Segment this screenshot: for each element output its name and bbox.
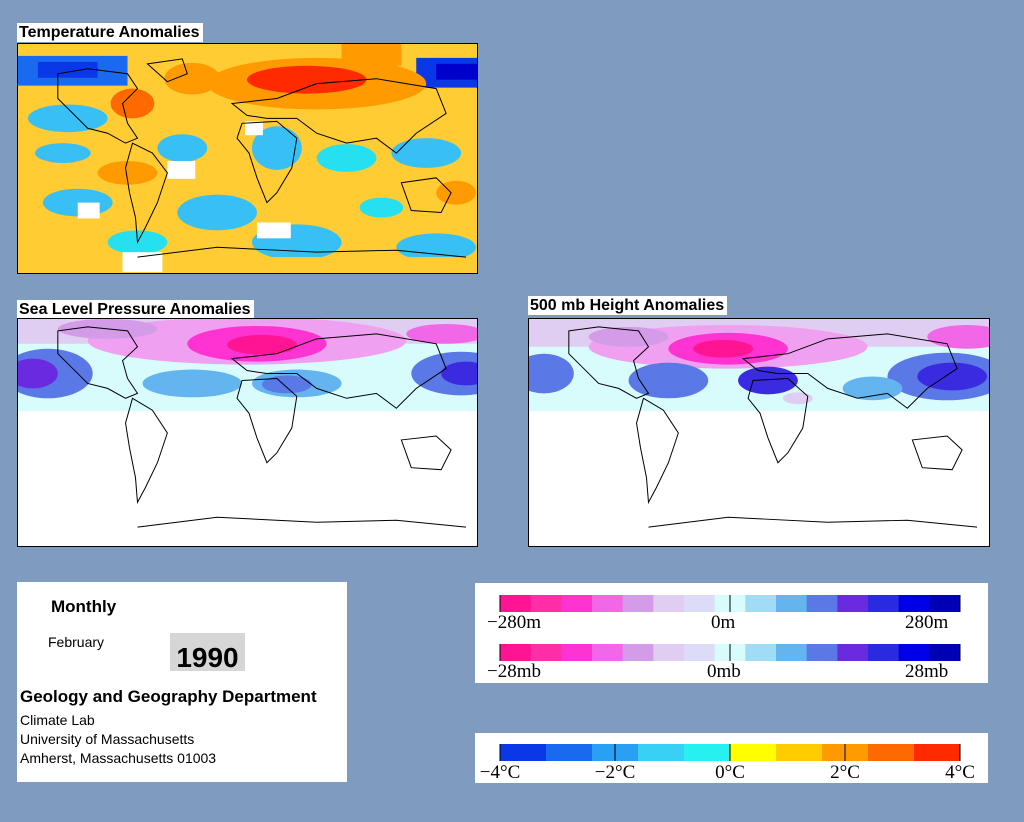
- colorbar-swatch: [622, 595, 654, 612]
- colorbar-swatch: [500, 644, 532, 661]
- temperature-anomaly-map: [17, 43, 478, 274]
- colorbar-swatch: [868, 744, 915, 761]
- colorbar-swatch: [745, 644, 777, 661]
- colorbar-swatch: [929, 644, 961, 661]
- temperature-map-title: Temperature Anomalies: [17, 23, 203, 42]
- colorbar-swatch: [500, 744, 547, 761]
- temperature-tick-label: −2°C: [595, 762, 636, 783]
- height500-anomaly-field: [529, 319, 989, 546]
- address-label: Amherst, Massachusetts 01003: [20, 750, 217, 766]
- slp-map-title: Sea Level Pressure Anomalies: [17, 300, 254, 319]
- pressure-colorbar: [499, 644, 961, 661]
- colorbar-swatch: [530, 595, 562, 612]
- slp-anomaly-field: [18, 319, 477, 546]
- colorbar-swatch: [638, 744, 685, 761]
- colorbar-swatch: [530, 644, 562, 661]
- height-min-label: −280m: [487, 612, 541, 633]
- month-label: February: [48, 634, 105, 650]
- colorbar-swatch: [622, 644, 654, 661]
- colorbar-swatch: [837, 644, 869, 661]
- colorbar-swatch: [868, 595, 900, 612]
- temperature-colorbar-svg: −4°C −2°C 0°C 2°C 4°C: [480, 744, 975, 783]
- colorbar-swatch: [592, 644, 624, 661]
- height-pressure-colorbars: −280m 0m 280m −28mb 0mb 28mb: [487, 595, 961, 682]
- pressure-min-label: −28mb: [487, 661, 541, 682]
- colorbar-swatch: [561, 644, 593, 661]
- height500-anomaly-map: [528, 318, 990, 547]
- slp-anomaly-map: [17, 318, 478, 547]
- height-pressure-legend: −280m 0m 280m −28mb 0mb 28mb: [475, 583, 988, 683]
- colorbar-swatch: [684, 644, 716, 661]
- temperature-tick-label: 0°C: [715, 762, 745, 783]
- height500-map-title: 500 mb Height Anomalies: [528, 296, 728, 315]
- colorbar-swatch: [684, 595, 716, 612]
- colorbar-swatch: [592, 595, 624, 612]
- height-max-label: 280m: [905, 612, 949, 633]
- colorbar-swatch: [500, 595, 532, 612]
- university-label: University of Massachusetts: [20, 731, 195, 747]
- year-label: 1990: [170, 633, 245, 673]
- pressure-mid-label: 0mb: [707, 661, 741, 682]
- temperature-tick-label: 4°C: [945, 762, 975, 783]
- department-label: Geology and Geography Department: [20, 687, 317, 706]
- colorbar-swatch: [806, 595, 838, 612]
- period-label: Monthly: [51, 597, 117, 616]
- info-panel: Monthly February 1990 Geology and Geogra…: [17, 582, 347, 782]
- colorbar-swatch: [929, 595, 961, 612]
- colorbar-swatch: [653, 595, 685, 612]
- colorbar-swatch: [776, 644, 808, 661]
- colorbar-swatch: [837, 595, 869, 612]
- height-mid-label: 0m: [711, 612, 736, 633]
- colorbar-swatch: [898, 644, 930, 661]
- colorbar-swatch: [868, 644, 900, 661]
- colorbar-swatch: [898, 595, 930, 612]
- colorbar-swatch: [776, 595, 808, 612]
- colorbar-swatch: [745, 595, 777, 612]
- colorbar-swatch: [776, 744, 823, 761]
- temperature-legend: −4°C −2°C 0°C 2°C 4°C: [475, 733, 988, 783]
- colorbar-swatch: [546, 744, 593, 761]
- pressure-max-label: 28mb: [905, 661, 948, 682]
- lab-label: Climate Lab: [20, 712, 95, 728]
- temperature-tick-labels: −4°C −2°C 0°C 2°C 4°C: [480, 762, 975, 783]
- colorbar-swatch: [561, 595, 593, 612]
- colorbar-swatch: [730, 744, 777, 761]
- colorbar-swatch: [684, 744, 731, 761]
- temperature-tick-label: −4°C: [480, 762, 521, 783]
- temperature-colorbar: [499, 744, 961, 761]
- colorbar-swatch: [653, 644, 685, 661]
- colorbar-swatch: [806, 644, 838, 661]
- colorbar-swatch: [914, 744, 961, 761]
- height-colorbar: [499, 595, 961, 612]
- temperature-anomaly-field: [18, 44, 477, 273]
- temperature-tick-label: 2°C: [830, 762, 860, 783]
